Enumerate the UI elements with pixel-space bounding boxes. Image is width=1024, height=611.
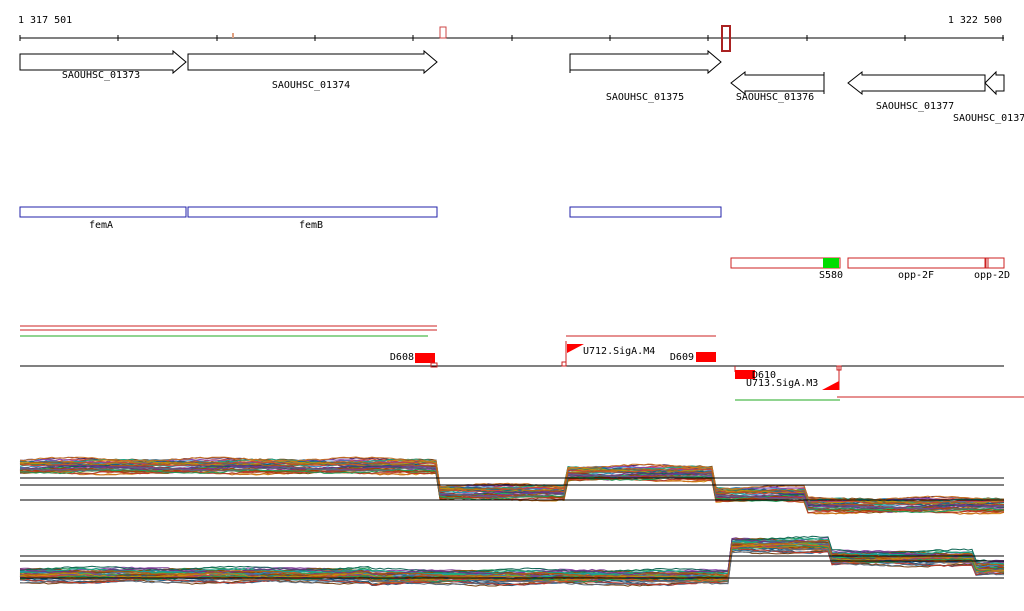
gene-label: SAOUHSC_01373 — [62, 70, 140, 81]
expression-trace — [19, 460, 1005, 506]
gene-label: SAOUHSC_01377 — [876, 101, 954, 112]
feature-s580[interactable]: S580 — [730, 257, 843, 281]
gene-name-track: femA femB — [19, 206, 722, 231]
feature-label: S580 — [819, 270, 843, 281]
expression-trace — [19, 458, 1005, 503]
gene-arrow-01376[interactable]: SAOUHSC_01376 — [730, 70, 825, 103]
name-box-femb[interactable]: femB — [187, 206, 438, 231]
gene-arrow-0137x[interactable]: SAOUHSC_0137 — [953, 70, 1024, 124]
feature-highlight — [823, 258, 839, 268]
expression-trace — [19, 548, 1005, 586]
expression-trace — [19, 548, 1005, 586]
ruler-start-label: 1 317 501 — [18, 15, 72, 26]
feature-opp-2d[interactable]: opp-2D — [974, 257, 1010, 281]
unit-u712[interactable]: U712.SigA.M4 — [561, 341, 655, 367]
ruler-selection-box[interactable] — [721, 25, 731, 52]
expression-trace — [19, 460, 1005, 505]
gene-arrow-01377[interactable]: SAOUHSC_01377 — [847, 70, 986, 112]
transcript-track: D608 U712.SigA.M4 D609 D610 U713.SigA.M3 — [20, 325, 1024, 401]
gene-label: SAOUHSC_01376 — [736, 92, 814, 103]
unit-label: D610 — [752, 370, 776, 381]
unit-d610[interactable]: D610 — [734, 366, 776, 381]
name-label: femA — [89, 220, 113, 231]
ruler-marker-box — [439, 26, 447, 39]
unit-d609[interactable]: D609 — [670, 352, 716, 363]
expression-trace — [19, 468, 1005, 514]
name-label: femB — [299, 220, 323, 231]
unit-label: U712.SigA.M4 — [583, 346, 655, 357]
gene-label: SAOUHSC_01374 — [272, 80, 350, 91]
expression-trace — [20, 537, 1005, 576]
unit-label: U713.SigA.M3 — [746, 378, 818, 389]
unit-d608[interactable]: D608 — [390, 352, 438, 368]
gene-label: SAOUHSC_0137 — [953, 113, 1024, 124]
feature-label: opp-2D — [974, 270, 1010, 281]
coordinate-ruler: 1 317 501 1 322 500 — [18, 15, 1004, 52]
expression-trace — [19, 461, 1005, 506]
gene-arrow-01373[interactable]: SAOUHSC_01373 — [19, 49, 187, 81]
expression-track-lower — [19, 535, 1005, 587]
name-box-fema[interactable]: femA — [19, 206, 187, 231]
reference-lines — [20, 477, 1004, 579]
ruler-end-label: 1 322 500 — [948, 15, 1002, 26]
unit-label: D608 — [390, 352, 414, 363]
ruler-ticks — [19, 35, 1004, 41]
expression-trace — [19, 466, 1005, 511]
gene-track: SAOUHSC_01373 SAOUHSC_01374 SAOUHSC_0137… — [19, 49, 1024, 124]
expression-trace — [19, 468, 1005, 514]
name-box-unnamed[interactable] — [569, 206, 722, 218]
expression-track-upper — [19, 456, 1005, 515]
unit-label: D609 — [670, 352, 694, 363]
feature-opp-2f[interactable]: opp-2F — [847, 257, 986, 281]
unit-u713[interactable]: U713.SigA.M3 — [746, 365, 842, 390]
gene-arrow-01375[interactable]: SAOUHSC_01375 — [569, 49, 722, 103]
expression-trace — [19, 460, 1005, 506]
expression-trace — [19, 535, 1005, 573]
gene-label: SAOUHSC_01375 — [606, 92, 684, 103]
expression-trace — [19, 540, 1005, 579]
feature-track: S580 opp-2F opp-2D — [730, 257, 1010, 281]
gene-arrow-01374[interactable]: SAOUHSC_01374 — [187, 49, 438, 91]
expression-trace — [19, 542, 1005, 581]
expression-trace — [19, 540, 1005, 578]
feature-label: opp-2F — [898, 270, 934, 281]
